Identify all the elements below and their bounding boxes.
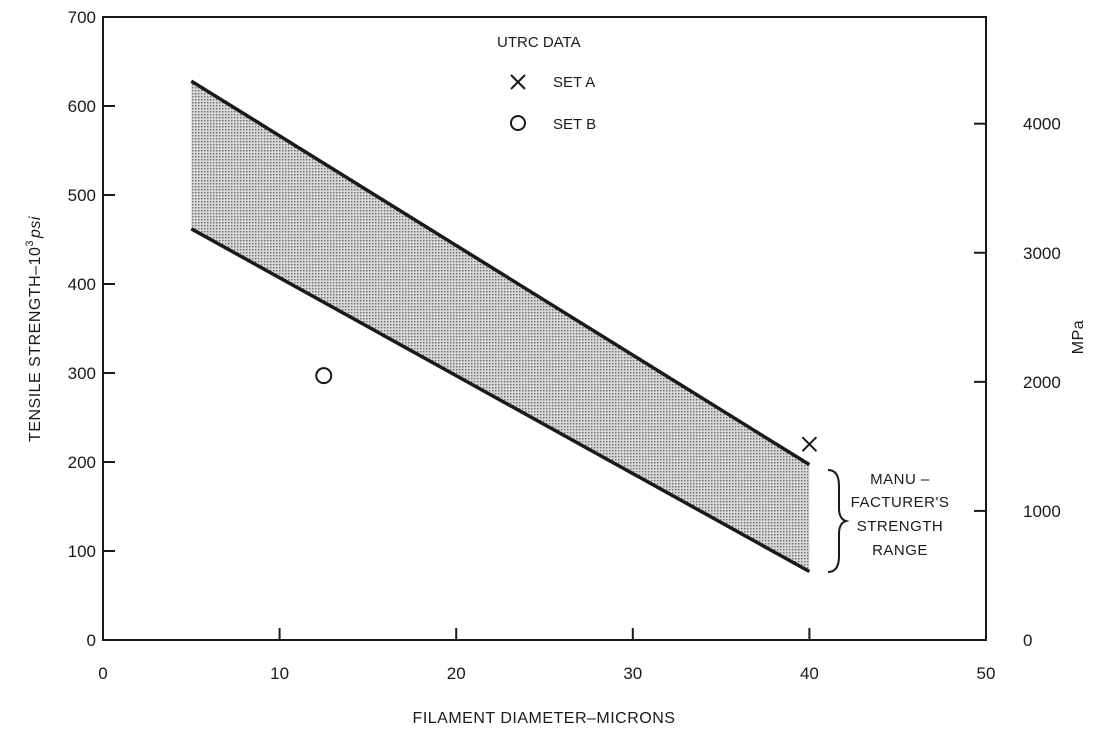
y-tick-label: 300 bbox=[68, 364, 96, 383]
x-axis-title: FILAMENT DIAMETER–MICRONS bbox=[413, 710, 676, 727]
y-axis-title-unit: psi bbox=[27, 216, 44, 239]
strength-range-band bbox=[191, 81, 810, 572]
plot-frame bbox=[102, 16, 987, 641]
legend-label-set-b: SET B bbox=[553, 116, 596, 133]
y2-tick-label: 2000 bbox=[1023, 373, 1061, 392]
y-tick-label: 400 bbox=[68, 275, 96, 294]
data-point-set-a bbox=[801, 436, 818, 452]
x-tick-label: 10 bbox=[270, 664, 289, 683]
legend-marker-x-icon bbox=[510, 74, 526, 90]
legend-title: UTRC DATA bbox=[497, 34, 581, 51]
x-tick-label: 30 bbox=[623, 664, 642, 683]
y-tick-label: 0 bbox=[87, 631, 96, 650]
band-upper-line bbox=[190, 79, 811, 467]
manufacturer-annotation: MANU – FACTURER'S STRENGTH RANGE bbox=[851, 471, 950, 559]
y-tick-label: 500 bbox=[68, 186, 96, 205]
legend-label-set-a: SET A bbox=[553, 74, 595, 91]
legend: UTRC DATA SET A SET B bbox=[497, 34, 596, 133]
band-lower-line bbox=[190, 227, 811, 574]
annotation-line-3: STRENGTH bbox=[857, 518, 944, 535]
legend-marker-circle-icon bbox=[510, 115, 526, 131]
y2-tick-label: 0 bbox=[1023, 631, 1032, 650]
x-tick-label: 40 bbox=[800, 664, 819, 683]
y-tick-label: 200 bbox=[68, 453, 96, 472]
y-axis-title-exponent: 3 bbox=[24, 240, 36, 247]
x-tick-label: 0 bbox=[98, 664, 107, 683]
y-tick-label: 100 bbox=[68, 542, 96, 561]
x-tick-label: 20 bbox=[447, 664, 466, 683]
y2-tick-label: 1000 bbox=[1023, 502, 1061, 521]
annotation-line-2: FACTURER'S bbox=[851, 494, 950, 511]
y-tick-label: 600 bbox=[68, 97, 96, 116]
y-tick-label: 700 bbox=[68, 8, 96, 27]
brace-icon bbox=[827, 469, 850, 573]
y2-tick-label: 3000 bbox=[1023, 244, 1061, 263]
y-axis-title-main: TENSILE STRENGTH–10 bbox=[27, 247, 44, 442]
y-axis-title: TENSILE STRENGTH–103psi bbox=[24, 216, 44, 442]
data-point-set-b bbox=[315, 367, 333, 385]
annotation-line-4: RANGE bbox=[872, 542, 928, 559]
y2-tick-label: 4000 bbox=[1023, 115, 1061, 134]
y2-axis-title: MPa bbox=[1070, 320, 1087, 354]
x-tick-label: 50 bbox=[977, 664, 996, 683]
annotation-line-1: MANU – bbox=[870, 471, 930, 488]
